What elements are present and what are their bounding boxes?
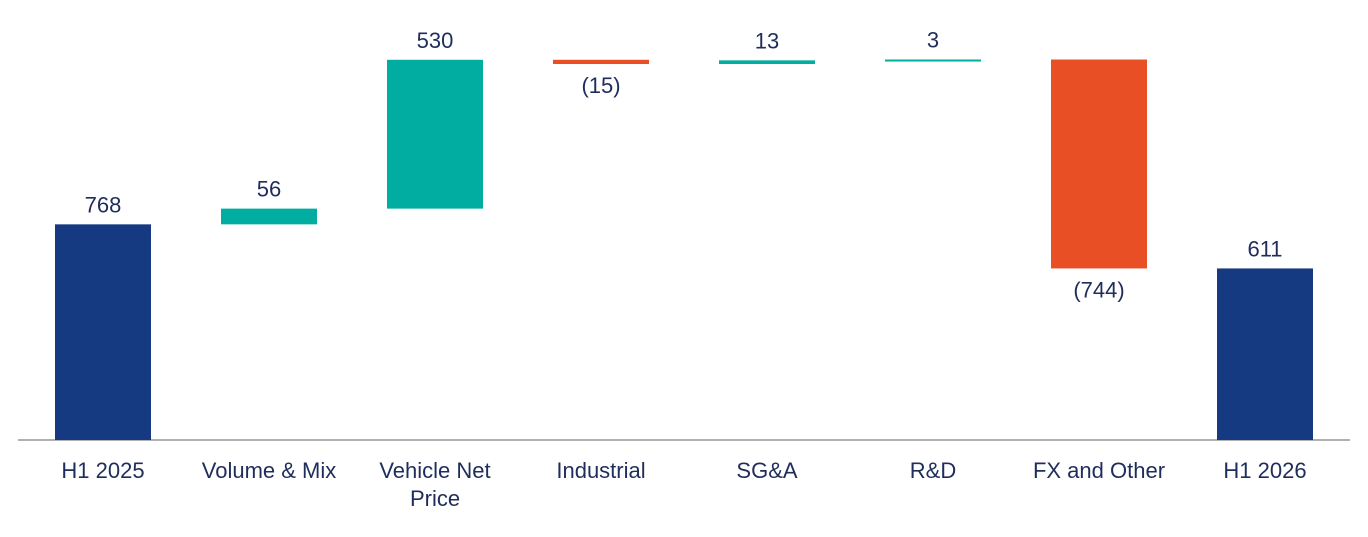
category-label-7: FX and Other: [1033, 458, 1165, 483]
category-label-line: R&D: [910, 458, 956, 483]
category-label-line: FX and Other: [1033, 458, 1165, 483]
category-label-line: H1 2026: [1223, 458, 1306, 483]
category-label-1: H1 2025: [61, 458, 144, 483]
bars-group: [55, 59, 1313, 440]
value-label-4: (15): [581, 73, 620, 98]
value-label-5: 13: [755, 28, 779, 53]
category-label-line: SG&A: [736, 458, 797, 483]
category-label-line: H1 2025: [61, 458, 144, 483]
category-label-line: Volume & Mix: [202, 458, 337, 483]
value-label-3: 530: [417, 28, 454, 53]
category-label-line: Vehicle Net: [379, 458, 490, 483]
category-label-6: R&D: [910, 458, 956, 483]
category-label-8: H1 2026: [1223, 458, 1306, 483]
category-label-4: Industrial: [556, 458, 645, 483]
bar-4: [553, 59, 649, 65]
bar-1: [55, 224, 151, 440]
category-label-line: Industrial: [556, 458, 645, 483]
value-label-8: 611: [1247, 236, 1282, 261]
value-labels-group: 768 56 530 (15) 13 3 (744) 611: [85, 28, 1283, 303]
category-label-3: Vehicle Net Price: [379, 458, 490, 511]
value-label-6: 3: [927, 28, 939, 53]
bar-2: [221, 208, 317, 225]
value-label-1: 768: [85, 192, 122, 217]
value-label-2: 56: [257, 177, 281, 202]
category-label-2: Volume & Mix: [202, 458, 337, 483]
bar-3: [387, 59, 483, 209]
bar-8: [1217, 268, 1313, 440]
category-labels-group: H1 2025 Volume & Mix Vehicle Net Price Indus…: [61, 458, 1306, 511]
category-label-line: Price: [410, 486, 460, 511]
category-label-5: SG&A: [736, 458, 797, 483]
bar-7: [1051, 59, 1147, 269]
bar-5: [719, 60, 815, 65]
bar-6: [885, 59, 981, 62]
value-label-7: (744): [1073, 277, 1124, 302]
